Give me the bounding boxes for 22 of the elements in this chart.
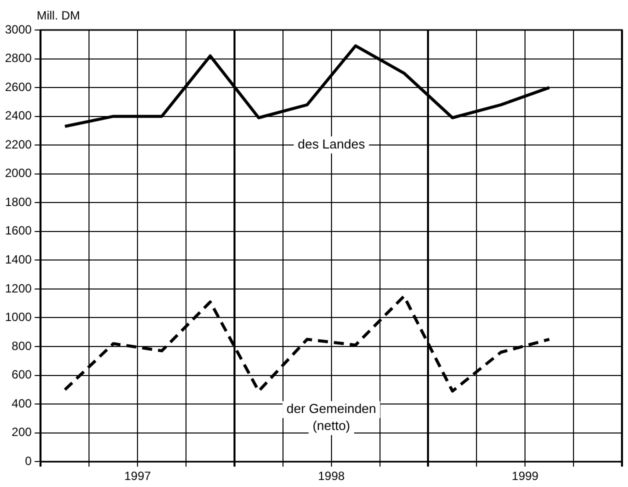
y-tick-label: 400 (12, 396, 32, 410)
y-tick-label: 800 (12, 338, 32, 353)
y-tick-label: 2000 (4, 166, 32, 180)
text: des Landes (298, 136, 366, 152)
y-tick-label: 1000 (4, 310, 32, 324)
y-tick-label: 1600 (4, 224, 32, 238)
y-tick-label: 600 (12, 368, 32, 382)
x-tick-label: 1998 (318, 469, 346, 484)
x-tick-label: 1999 (512, 469, 539, 484)
y-axis-title: Mill. DM (36, 8, 80, 22)
y-tick-label: 2400 (4, 108, 32, 123)
y-tick-label: 1200 (4, 281, 32, 296)
y-tick-label: 2200 (4, 137, 32, 152)
y-tick-label: 0 (25, 454, 32, 468)
y-tick-label: 1800 (4, 194, 32, 209)
y-tick-label: 200 (12, 425, 32, 440)
y-tick-label: 2800 (4, 51, 32, 66)
y-tick-label: 3000 (4, 22, 32, 36)
x-tick-label: 1997 (124, 469, 152, 484)
y-tick-label: 1400 (4, 252, 32, 266)
text: der Gemeinden (netto) (286, 401, 376, 434)
y-tick-label: 2600 (4, 80, 32, 94)
